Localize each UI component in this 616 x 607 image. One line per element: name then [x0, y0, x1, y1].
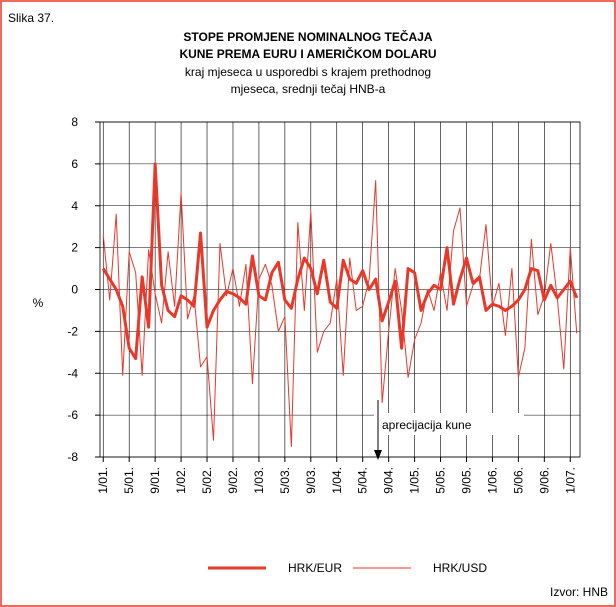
y-tick-label: -4: [67, 366, 78, 380]
annotation-box: [374, 413, 524, 435]
x-tick-label: 1/05.: [408, 467, 422, 494]
x-tick-label: 1/01.: [96, 467, 110, 494]
x-tick-label: 1/06.: [485, 467, 499, 494]
x-tick-label: 1/02.: [174, 467, 188, 494]
chart-title: STOPE PROMJENE NOMINALNOG TEČAJA: [183, 29, 432, 44]
y-tick-label: 4: [71, 199, 78, 213]
series-line: [102, 180, 578, 448]
x-tick-label: 1/07.: [563, 467, 577, 494]
x-tick-label: 9/06.: [537, 467, 551, 494]
x-tick-label: 5/03.: [278, 467, 292, 494]
legend-label: HRK/EUR: [288, 561, 342, 575]
x-tick-label: 1/03.: [252, 467, 266, 494]
x-tick-label: 1/04.: [330, 467, 344, 494]
x-tick-label: 5/01.: [122, 467, 136, 494]
chart-subtitle: kraj mjeseca u usporedbi s krajem pretho…: [185, 65, 431, 79]
x-tick-label: 5/02.: [200, 467, 214, 494]
x-tick-label: 5/05.: [434, 467, 448, 494]
y-tick-label: -6: [67, 408, 78, 422]
chart-title: KUNE PREMA EURU I AMERIČKOM DOLARU: [179, 46, 436, 61]
annotation: aprecijacija kune: [382, 418, 472, 432]
x-tick-label: 9/01.: [148, 467, 162, 494]
y-axis-label: %: [33, 296, 44, 310]
figure-label: Slika 37.: [8, 11, 54, 25]
source: Izvor: HNB: [550, 585, 608, 599]
legend-label: HRK/USD: [433, 561, 487, 575]
y-tick-label: 2: [71, 241, 78, 255]
x-tick-label: 9/04.: [382, 467, 396, 494]
x-tick-label: 5/04.: [356, 467, 370, 494]
y-tick-label: 0: [71, 283, 78, 297]
y-tick-label: 6: [71, 157, 78, 171]
series-line: [101, 162, 579, 361]
x-tick-label: 9/03.: [304, 467, 318, 494]
chart-subtitle: mjeseca, srednji tečaj HNB-a: [231, 82, 386, 96]
annotation-arrowhead: [374, 450, 382, 460]
y-tick-label: 8: [71, 115, 78, 129]
y-tick-label: -2: [67, 324, 78, 338]
x-tick-label: 9/05.: [459, 467, 473, 494]
x-tick-label: 9/02.: [226, 467, 240, 494]
y-tick-label: -8: [67, 450, 78, 464]
x-tick-label: 5/06.: [511, 467, 525, 494]
